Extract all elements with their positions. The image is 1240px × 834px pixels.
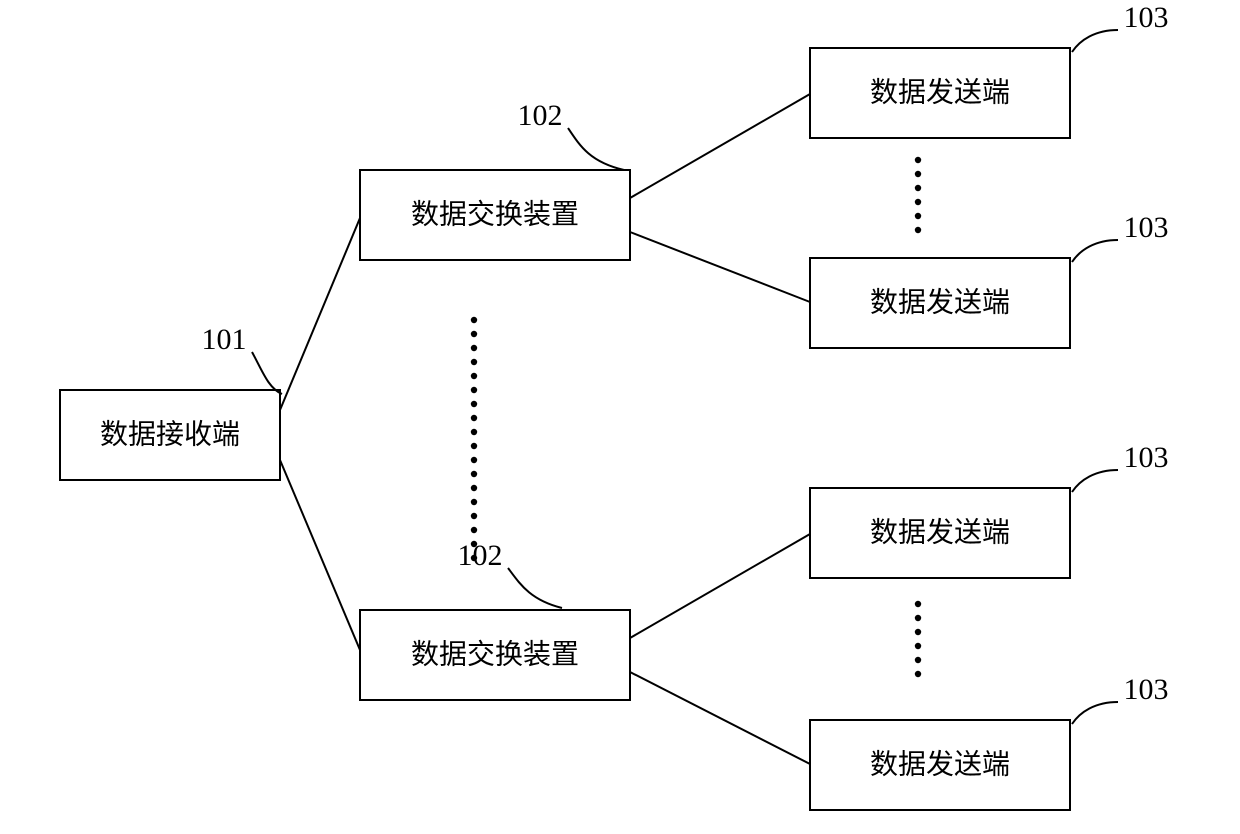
ellipsis-dot (471, 415, 477, 421)
ellipsis-dot (471, 513, 477, 519)
ref-number: 101 (202, 323, 247, 356)
node-send_3: 数据发送端 103 (810, 441, 1169, 578)
node-switch_top: 数据交换装置 102 (360, 99, 630, 260)
node-send_4: 数据发送端 103 (810, 673, 1169, 810)
system-diagram: 数据接收端 101 数据交换装置 102 数据交换装置 102 数据发送端 103 数据发送端 1… (0, 0, 1240, 834)
ellipsis-dot (915, 213, 921, 219)
ellipsis-dot (471, 471, 477, 477)
ellipsis-dot (915, 199, 921, 205)
ellipsis-dot (471, 443, 477, 449)
ellipsis-dot (471, 317, 477, 323)
ellipsis-dot (915, 171, 921, 177)
node-label: 数据发送端 (870, 286, 1010, 318)
ellipsis-dot (471, 345, 477, 351)
node-label: 数据交换装置 (411, 638, 579, 670)
node-send_1: 数据发送端 103 (810, 1, 1169, 138)
ref-leader (1072, 702, 1118, 724)
ellipsis-dot (915, 671, 921, 677)
edge-switch_bot-send_3 (630, 534, 810, 638)
node-label: 数据接收端 (100, 418, 240, 450)
ellipsis-dot (915, 227, 921, 233)
node-receiver: 数据接收端 101 (60, 323, 282, 480)
ellipsis-dot (471, 387, 477, 393)
ellipsis-dot (471, 429, 477, 435)
ellipsis-dot (471, 373, 477, 379)
edge-switch_top-send_1 (630, 94, 810, 198)
ref-leader (568, 128, 624, 170)
ref-leader (252, 352, 282, 394)
ref-number: 103 (1124, 1, 1169, 34)
node-send_2: 数据发送端 103 (810, 211, 1169, 348)
ref-number: 103 (1124, 673, 1169, 706)
node-label: 数据发送端 (870, 76, 1010, 108)
ref-number: 102 (458, 539, 503, 572)
ellipsis-dot (471, 527, 477, 533)
node-switch_bot: 数据交换装置 102 (360, 539, 630, 700)
ellipsis-dot (471, 401, 477, 407)
ellipsis-dot (471, 457, 477, 463)
ref-leader (1072, 240, 1118, 262)
ellipsis-dot (471, 331, 477, 337)
ellipsis-dot (915, 601, 921, 607)
edge-receiver-switch_top (280, 218, 360, 410)
ellipsis-dot (915, 185, 921, 191)
ellipsis-dot (471, 359, 477, 365)
node-label: 数据发送端 (870, 748, 1010, 780)
edge-receiver-switch_bot (280, 460, 360, 650)
edge-switch_bot-send_4 (630, 672, 810, 764)
ref-number: 102 (518, 99, 563, 132)
ref-leader (1072, 470, 1118, 492)
ellipsis-dot (915, 615, 921, 621)
node-label: 数据发送端 (870, 516, 1010, 548)
ellipsis-dot (471, 499, 477, 505)
edge-switch_top-send_2 (630, 232, 810, 302)
ref-leader (1072, 30, 1118, 52)
ellipsis-dot (915, 629, 921, 635)
ref-leader (508, 568, 562, 608)
ref-number: 103 (1124, 441, 1169, 474)
ellipsis-dot (471, 485, 477, 491)
ref-number: 103 (1124, 211, 1169, 244)
ellipsis-dot (915, 157, 921, 163)
node-label: 数据交换装置 (411, 198, 579, 230)
ellipsis-dot (915, 657, 921, 663)
ellipsis-dot (915, 643, 921, 649)
